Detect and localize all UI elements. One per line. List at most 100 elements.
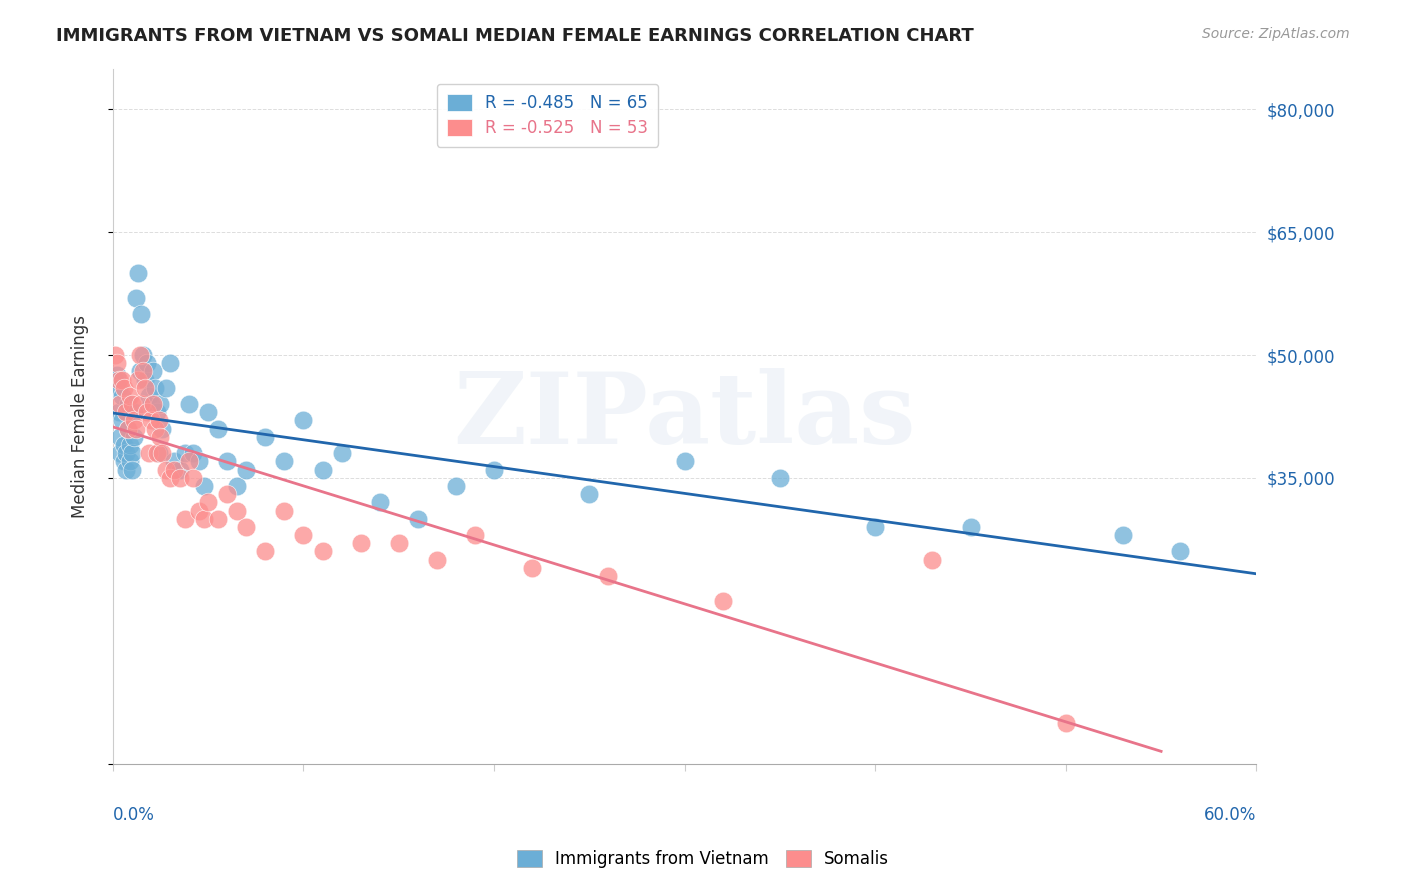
Point [235, 520, 257, 534]
Point [155, 462, 177, 476]
Point [122, 405, 145, 419]
Point [107, 381, 129, 395]
Point [673, 454, 696, 468]
Point [187, 454, 209, 468]
Point [131, 307, 153, 321]
Point [181, 471, 204, 485]
Point [107, 405, 129, 419]
Point [181, 446, 204, 460]
Text: 0.0%: 0.0% [112, 806, 155, 824]
Point [118, 454, 141, 468]
Point [138, 446, 160, 460]
Point [177, 397, 200, 411]
Point [482, 462, 505, 476]
Point [110, 430, 132, 444]
Point [193, 479, 215, 493]
Point [311, 544, 333, 558]
Point [225, 479, 247, 493]
Point [1168, 544, 1191, 558]
Point [207, 512, 229, 526]
Point [115, 405, 138, 419]
Text: IMMIGRANTS FROM VIETNAM VS SOMALI MEDIAN FEMALE EARNINGS CORRELATION CHART: IMMIGRANTS FROM VIETNAM VS SOMALI MEDIAN… [56, 27, 974, 45]
Point [163, 462, 186, 476]
Point [444, 479, 467, 493]
Point [115, 446, 138, 460]
Point [117, 422, 139, 436]
Point [149, 397, 172, 411]
Text: 60.0%: 60.0% [1204, 806, 1257, 824]
Point [174, 446, 197, 460]
Point [217, 454, 239, 468]
Point [105, 356, 128, 370]
Point [131, 397, 153, 411]
Point [118, 389, 141, 403]
Point [273, 454, 295, 468]
Point [121, 446, 143, 460]
Point [148, 446, 170, 460]
Point [134, 373, 156, 387]
Point [112, 438, 135, 452]
Point [254, 430, 277, 444]
Point [207, 422, 229, 436]
Point [115, 462, 138, 476]
Point [142, 364, 165, 378]
Point [149, 430, 172, 444]
Text: Source: ZipAtlas.com: Source: ZipAtlas.com [1202, 27, 1350, 41]
Point [217, 487, 239, 501]
Point [193, 512, 215, 526]
Point [107, 373, 129, 387]
Point [121, 397, 143, 411]
Point [155, 381, 177, 395]
Point [388, 536, 411, 550]
Point [464, 528, 486, 542]
Point [143, 381, 166, 395]
Point [136, 405, 159, 419]
Point [142, 397, 165, 411]
Point [105, 368, 128, 383]
Point [148, 413, 170, 427]
Point [169, 462, 191, 476]
Point [139, 397, 162, 411]
Point [311, 462, 333, 476]
Point [959, 520, 981, 534]
Point [110, 446, 132, 460]
Point [235, 462, 257, 476]
Point [225, 503, 247, 517]
Point [104, 373, 127, 387]
Point [1112, 528, 1135, 542]
Point [177, 454, 200, 468]
Point [197, 495, 219, 509]
Point [159, 471, 181, 485]
Point [159, 356, 181, 370]
Point [152, 422, 174, 436]
Point [169, 471, 191, 485]
Point [254, 544, 277, 558]
Point [1054, 716, 1077, 731]
Point [711, 593, 734, 607]
Point [152, 446, 174, 460]
Point [112, 454, 135, 468]
Point [578, 487, 600, 501]
Point [143, 422, 166, 436]
Point [127, 373, 149, 387]
Point [139, 413, 162, 427]
Point [197, 405, 219, 419]
Point [163, 454, 186, 468]
Point [117, 422, 139, 436]
Point [121, 462, 143, 476]
Point [125, 422, 148, 436]
Point [122, 413, 145, 427]
Point [104, 348, 127, 362]
Point [145, 446, 167, 460]
Point [125, 291, 148, 305]
Legend: R = -0.485   N = 65, R = -0.525   N = 53: R = -0.485 N = 65, R = -0.525 N = 53 [437, 84, 658, 147]
Point [330, 446, 353, 460]
Point [598, 569, 620, 583]
Point [187, 503, 209, 517]
Point [292, 413, 315, 427]
Point [111, 413, 134, 427]
Point [520, 561, 543, 575]
Legend: Immigrants from Vietnam, Somalis: Immigrants from Vietnam, Somalis [510, 843, 896, 875]
Point [921, 552, 943, 566]
Point [406, 512, 429, 526]
